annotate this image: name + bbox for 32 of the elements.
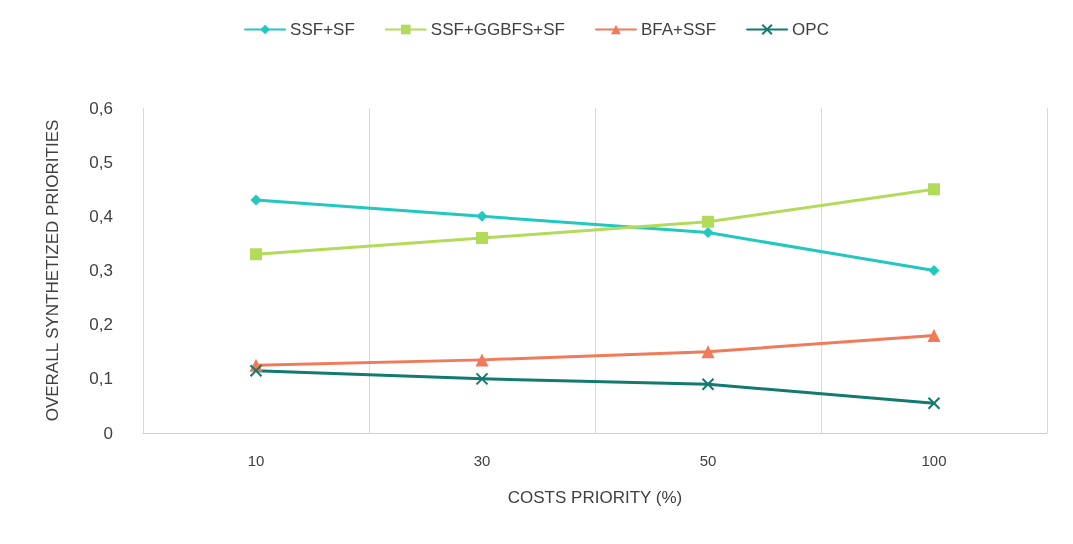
x-tick-label: 30 <box>473 452 491 469</box>
legend-label: BFA+SSF <box>640 20 717 39</box>
x-tick-label: 10 <box>247 452 265 469</box>
point <box>702 227 714 239</box>
x-tick-label: 100 <box>921 452 947 469</box>
point <box>475 353 489 367</box>
point <box>250 248 262 261</box>
point <box>928 183 940 196</box>
point <box>927 396 941 410</box>
y-tick-label: 0,3 <box>89 261 113 280</box>
point <box>475 372 489 386</box>
y-tick-label: 0,4 <box>89 206 113 226</box>
point <box>250 194 262 206</box>
point <box>928 265 940 276</box>
y-axis-title: OVERALL SYNTHETIZED PRIORITIES <box>43 119 62 422</box>
point <box>701 377 715 391</box>
y-tick-label: 0,5 <box>89 152 113 172</box>
x-tick-label: 50 <box>699 452 717 469</box>
y-tick-label: 0,6 <box>89 98 113 118</box>
point <box>476 232 488 244</box>
legend-label: SSF+SF <box>290 20 355 39</box>
point <box>702 215 714 228</box>
point <box>476 210 488 222</box>
legend-label: SSF+GGBFS+SF <box>430 20 565 39</box>
point <box>249 364 263 378</box>
y-tick-label: 0 <box>103 423 113 443</box>
point <box>701 345 715 359</box>
point <box>927 329 941 342</box>
legend-label: OPC <box>792 20 829 39</box>
y-tick-label: 0,2 <box>89 315 113 335</box>
y-tick-label: 0,1 <box>89 369 113 389</box>
x-axis-title: COSTS PRIORITY (%) <box>507 488 683 507</box>
